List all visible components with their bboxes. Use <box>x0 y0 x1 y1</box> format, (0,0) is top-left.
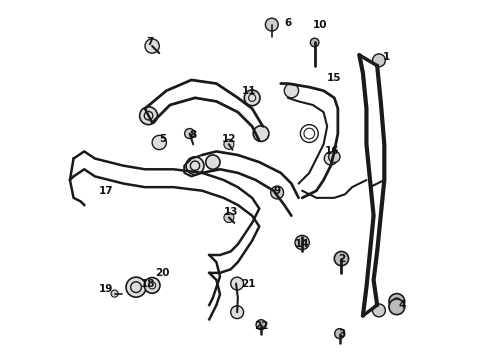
Text: 2: 2 <box>338 253 345 264</box>
Text: 22: 22 <box>254 321 269 332</box>
Text: 17: 17 <box>98 186 113 196</box>
Text: 15: 15 <box>327 73 342 83</box>
Circle shape <box>245 90 260 106</box>
Text: 16: 16 <box>325 147 340 157</box>
Circle shape <box>335 329 344 339</box>
Circle shape <box>284 84 298 98</box>
Text: 13: 13 <box>223 207 238 217</box>
Text: 19: 19 <box>98 284 113 294</box>
Circle shape <box>185 129 195 139</box>
Text: 20: 20 <box>156 268 170 278</box>
Circle shape <box>145 39 159 53</box>
Circle shape <box>126 277 146 297</box>
Circle shape <box>206 155 220 169</box>
Circle shape <box>253 126 269 141</box>
Text: 10: 10 <box>313 19 327 30</box>
Circle shape <box>310 38 319 47</box>
Text: 18: 18 <box>141 279 156 289</box>
Text: 6: 6 <box>284 18 292 28</box>
Circle shape <box>140 107 157 125</box>
Text: 3: 3 <box>338 329 345 339</box>
Circle shape <box>334 251 348 266</box>
Text: 14: 14 <box>295 239 310 249</box>
Circle shape <box>295 235 309 249</box>
Circle shape <box>270 186 284 199</box>
Text: 21: 21 <box>241 279 256 289</box>
Circle shape <box>111 290 118 297</box>
Text: 8: 8 <box>190 130 197 140</box>
Circle shape <box>324 152 337 165</box>
Circle shape <box>231 277 244 290</box>
Circle shape <box>224 139 234 149</box>
Circle shape <box>372 54 386 67</box>
Circle shape <box>152 135 167 150</box>
Text: 12: 12 <box>221 134 236 144</box>
Circle shape <box>231 306 244 319</box>
Text: 5: 5 <box>159 134 167 144</box>
Circle shape <box>389 299 405 315</box>
Text: 9: 9 <box>273 186 281 196</box>
Circle shape <box>224 212 234 222</box>
Text: 1: 1 <box>383 52 390 62</box>
Circle shape <box>329 151 340 162</box>
Circle shape <box>372 304 386 317</box>
Text: 11: 11 <box>241 86 256 96</box>
Text: 4: 4 <box>398 300 406 310</box>
Text: 7: 7 <box>147 37 154 48</box>
Circle shape <box>186 157 204 175</box>
Circle shape <box>144 278 160 293</box>
Circle shape <box>266 18 278 31</box>
Circle shape <box>389 294 405 309</box>
Circle shape <box>256 320 266 330</box>
